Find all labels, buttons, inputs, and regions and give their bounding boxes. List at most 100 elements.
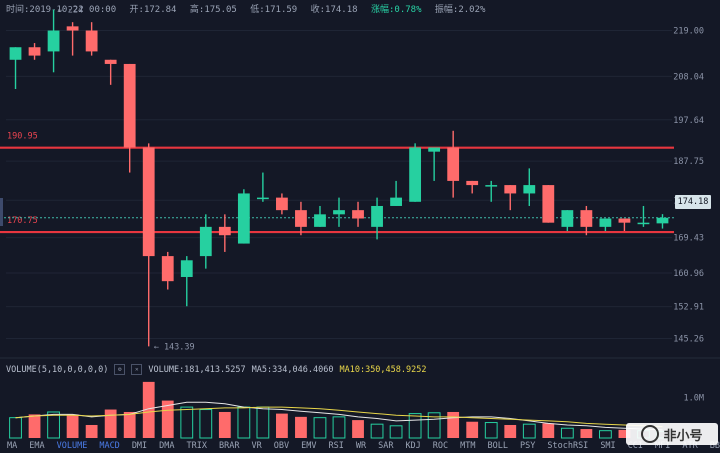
volume-bar bbox=[522, 423, 536, 439]
candle-body bbox=[104, 59, 117, 64]
volume-bar bbox=[427, 412, 441, 439]
candle-body bbox=[180, 260, 193, 277]
level-label: 170.75 bbox=[7, 216, 38, 226]
change-value: 涨幅:0.78% bbox=[370, 5, 422, 15]
volume-bar bbox=[28, 414, 41, 438]
volume-bar bbox=[237, 406, 251, 439]
indicator-tab-vr[interactable]: VR bbox=[251, 441, 262, 451]
volume-bar bbox=[599, 430, 612, 439]
indicator-tab-rsi[interactable]: RSI bbox=[328, 441, 344, 451]
candle-body bbox=[428, 147, 441, 152]
candle-body bbox=[218, 226, 231, 236]
indicator-tab-obv[interactable]: OBV bbox=[273, 441, 290, 451]
candle-body bbox=[447, 147, 460, 181]
volume-bar bbox=[66, 414, 79, 438]
candle-body bbox=[580, 210, 593, 227]
ma10-value: MA10:350,458.9252 bbox=[339, 364, 427, 375]
volume-bar bbox=[218, 411, 231, 438]
candle-body bbox=[28, 47, 41, 56]
candle-body bbox=[485, 185, 498, 187]
candle-body bbox=[199, 226, 212, 257]
watermark-logo-icon bbox=[641, 425, 660, 443]
indicator-tab-mtm[interactable]: MTM bbox=[460, 441, 476, 451]
ohlc-info-bar: 时间:2019-10-22 00:00 开:172.84 高:175.05 低:… bbox=[6, 2, 493, 15]
volume-bar bbox=[180, 406, 194, 439]
volume-bar bbox=[466, 421, 479, 438]
volume-bar bbox=[560, 427, 574, 439]
high-value: 高:175.05 bbox=[189, 5, 237, 15]
ma10-line bbox=[15, 406, 663, 428]
volume-bar bbox=[618, 429, 631, 438]
candle-body bbox=[295, 210, 307, 227]
watermark-text: 非小号 bbox=[663, 428, 703, 444]
drag-handle[interactable] bbox=[0, 198, 3, 226]
candle-body bbox=[142, 147, 155, 257]
watermark: 非小号 bbox=[626, 423, 718, 445]
indicator-tab-psy[interactable]: PSY bbox=[520, 441, 536, 451]
candle-body bbox=[333, 210, 345, 215]
indicator-tab-ema[interactable]: EMA bbox=[29, 441, 45, 451]
volume-bar bbox=[142, 381, 155, 438]
indicator-tab-kdj[interactable]: KDJ bbox=[405, 441, 421, 451]
volume-bar bbox=[542, 423, 555, 438]
indicator-tab-brar[interactable]: BRAR bbox=[219, 441, 240, 451]
price-axis-label: 187.75 bbox=[673, 157, 704, 167]
price-axis-label: 208.04 bbox=[673, 72, 704, 82]
candle-body bbox=[123, 63, 136, 148]
volume-bar bbox=[276, 413, 288, 438]
candle-body bbox=[276, 197, 288, 211]
indicator-tab-roc[interactable]: ROC bbox=[432, 441, 449, 451]
time-label: 时间:2019-10-22 00:00 bbox=[6, 5, 117, 15]
candle-body bbox=[256, 197, 269, 200]
volume-title: VOLUME(5,10,0,0,0,0) bbox=[6, 364, 109, 375]
candle-body bbox=[314, 214, 326, 227]
volume-bar bbox=[484, 422, 498, 439]
indicator-tab-bbw[interactable]: BBW bbox=[709, 441, 720, 451]
candle-body bbox=[352, 210, 364, 219]
volume-bar bbox=[504, 424, 517, 438]
candle-body bbox=[523, 185, 536, 194]
price-axis-label: 160.96 bbox=[673, 269, 704, 279]
min-price-annotation: ← 143.39 bbox=[154, 342, 195, 352]
indicator-tab-wr[interactable]: WR bbox=[355, 441, 367, 451]
indicator-tab-boll[interactable]: BOLL bbox=[487, 441, 508, 451]
indicator-tab-dmi[interactable]: DMI bbox=[131, 441, 148, 451]
indicator-tab-trix[interactable]: TRIX bbox=[186, 441, 208, 451]
ma5-value: MA5:334,046.4060 bbox=[251, 364, 334, 375]
volume-bar bbox=[408, 413, 422, 439]
price-axis-label: 219.00 bbox=[673, 27, 704, 37]
indicator-tabs: MA EMA VOLUME MACD DMI DMA TRIX BRAR VR OBV EMV RSI… bbox=[0, 441, 720, 453]
volume-bar bbox=[370, 423, 384, 439]
volume-header: VOLUME(5,10,0,0,0,0) ⚙ ✕ VOLUME:181,413.… bbox=[6, 364, 426, 375]
volume-bar bbox=[352, 420, 364, 438]
candle-body bbox=[47, 30, 60, 52]
indicator-tab-mfi[interactable]: MFI bbox=[655, 441, 671, 451]
volume-bar bbox=[256, 406, 270, 439]
candle-body bbox=[561, 210, 574, 227]
level-label: 190.95 bbox=[7, 132, 38, 142]
indicator-tab-stochrsi[interactable]: StochRSI bbox=[547, 441, 589, 451]
volume-bar bbox=[9, 417, 22, 439]
candle-body bbox=[656, 217, 669, 224]
indicator-tab-dma[interactable]: DMA bbox=[159, 441, 175, 451]
candle-body bbox=[504, 185, 517, 194]
volume-bar bbox=[447, 411, 460, 438]
indicator-tab-volume[interactable]: VOLUME bbox=[56, 441, 88, 451]
indicator-tab-atr[interactable]: ATR bbox=[682, 441, 698, 451]
close-icon[interactable]: ✕ bbox=[131, 364, 143, 375]
volume-value: VOLUME:181,413.5257 bbox=[148, 364, 246, 375]
settings-icon[interactable]: ⚙ bbox=[114, 364, 126, 375]
candle-body bbox=[371, 205, 383, 227]
candle-body bbox=[466, 180, 479, 186]
indicator-tab-cci[interactable]: CCI bbox=[627, 441, 644, 451]
indicator-tab-macd[interactable]: MACD bbox=[99, 441, 120, 451]
indicator-tab-ma[interactable]: MA bbox=[7, 441, 18, 451]
volume-bar bbox=[332, 416, 346, 439]
indicator-tab-smi[interactable]: SMI bbox=[600, 441, 616, 451]
candle-body bbox=[599, 218, 612, 227]
price-axis-label: 152.91 bbox=[673, 303, 704, 313]
indicator-tab-sar[interactable]: SAR bbox=[378, 441, 394, 451]
indicator-tab-emv[interactable]: EMV bbox=[301, 441, 317, 451]
